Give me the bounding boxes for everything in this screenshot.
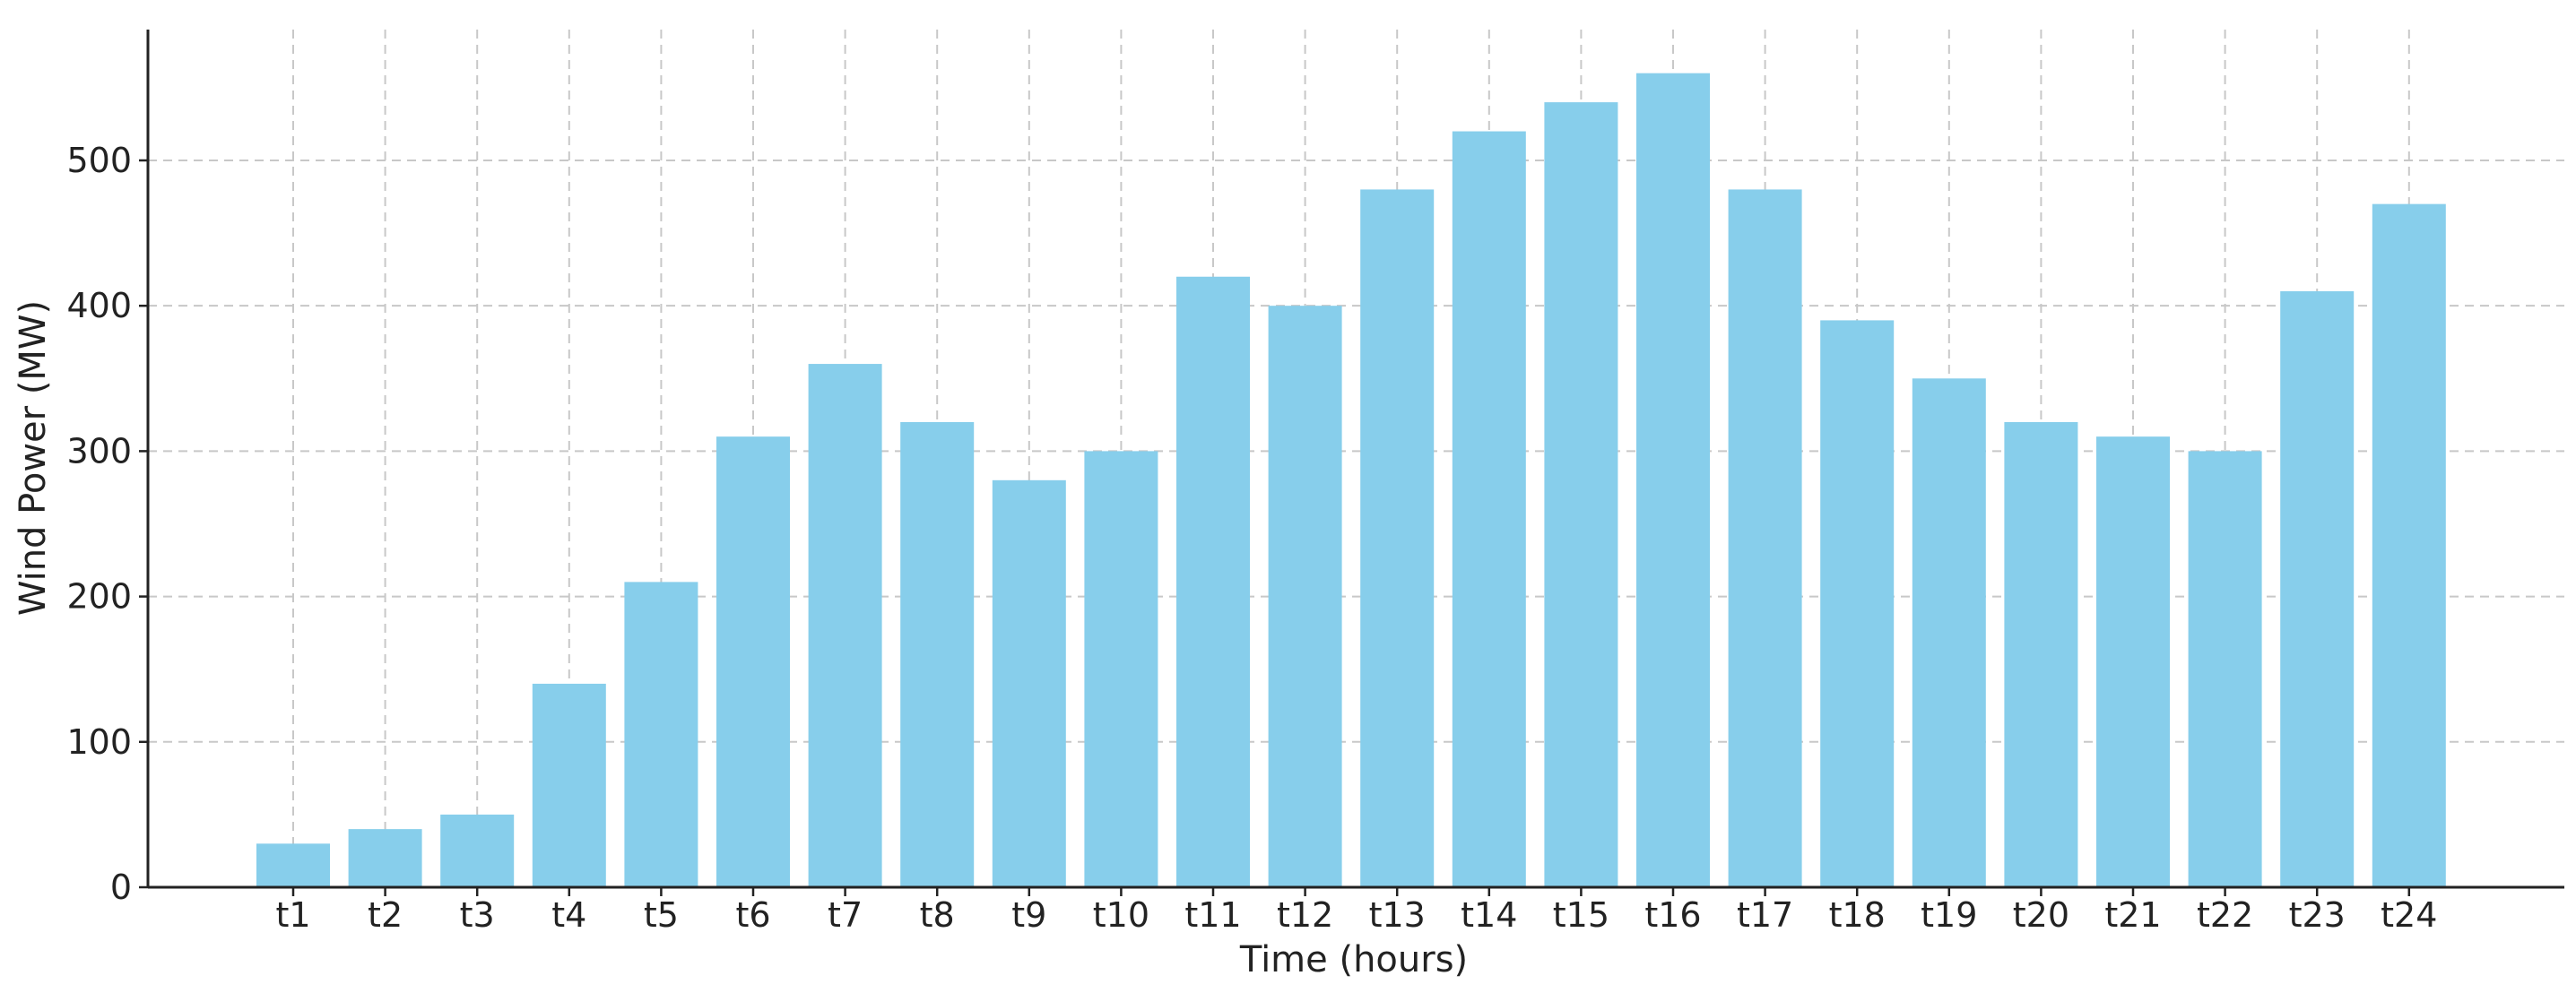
bar-t6 xyxy=(716,436,790,887)
x-tick-label: t1 xyxy=(275,895,310,935)
tick-layer: 0 100 200 300 400 500 t1 t2 t3 t4 t5 t6 t7 t8 t9 t10 t11… xyxy=(66,141,2437,935)
x-axis-label: Time (hours) xyxy=(1239,939,1468,980)
x-tick-label: t16 xyxy=(1644,895,1701,935)
bar-t23 xyxy=(2280,290,2355,888)
x-tick-label: t3 xyxy=(460,895,495,935)
x-tick-label: t8 xyxy=(920,895,955,935)
bar-t1 xyxy=(256,843,330,887)
x-tick-label: t11 xyxy=(1184,895,1241,935)
x-tick-label: t6 xyxy=(735,895,770,935)
bar-t19 xyxy=(1912,378,1986,887)
y-axis-label: Wind Power (MW) xyxy=(13,300,54,616)
bar-t21 xyxy=(2096,436,2170,887)
y-tick-label: 200 xyxy=(66,577,132,617)
x-tick-label: t19 xyxy=(1921,895,1977,935)
x-tick-label: t24 xyxy=(2381,895,2437,935)
bar-t5 xyxy=(624,582,698,887)
bar-t10 xyxy=(1084,451,1158,887)
bar-t24 xyxy=(2372,203,2446,888)
x-tick-label: t14 xyxy=(1461,895,1517,935)
bar-layer xyxy=(256,73,2446,888)
bar-t7 xyxy=(808,364,882,887)
x-tick-label: t18 xyxy=(1829,895,1886,935)
bar-t11 xyxy=(1176,276,1250,888)
x-tick-label: t15 xyxy=(1553,895,1609,935)
x-tick-label: t13 xyxy=(1369,895,1426,935)
x-tick-label: t7 xyxy=(828,895,863,935)
bar-t12 xyxy=(1268,306,1342,888)
bar-t13 xyxy=(1360,189,1435,888)
bar-t2 xyxy=(348,829,422,887)
bar-t17 xyxy=(1728,189,1802,888)
x-tick-label: t17 xyxy=(1737,895,1793,935)
bar-t20 xyxy=(2004,421,2078,887)
bar-t18 xyxy=(1820,320,1895,888)
x-tick-label: t20 xyxy=(2013,895,2069,935)
x-tick-label: t9 xyxy=(1011,895,1046,935)
bar-t16 xyxy=(1636,73,1710,888)
x-tick-label: t2 xyxy=(368,895,403,935)
bar-t8 xyxy=(900,421,975,887)
bar-t22 xyxy=(2188,451,2262,887)
y-tick-label: 500 xyxy=(66,141,132,180)
bar-t14 xyxy=(1452,131,1526,888)
y-tick-label: 0 xyxy=(110,868,132,907)
x-tick-label: t23 xyxy=(2289,895,2346,935)
x-tick-label: t22 xyxy=(2197,895,2253,935)
y-tick-label: 300 xyxy=(66,431,132,471)
bar-t15 xyxy=(1544,102,1618,888)
x-tick-label: t5 xyxy=(644,895,679,935)
y-tick-label: 400 xyxy=(66,286,132,325)
x-tick-label: t4 xyxy=(551,895,586,935)
bar-t3 xyxy=(440,814,515,887)
y-tick-label: 100 xyxy=(66,722,132,762)
x-tick-label: t10 xyxy=(1093,895,1149,935)
x-tick-label: t21 xyxy=(2104,895,2161,935)
axis-layer xyxy=(146,30,2564,889)
bar-t4 xyxy=(532,683,606,887)
bar-t9 xyxy=(992,479,1066,887)
x-tick-label: t12 xyxy=(1277,895,1333,935)
